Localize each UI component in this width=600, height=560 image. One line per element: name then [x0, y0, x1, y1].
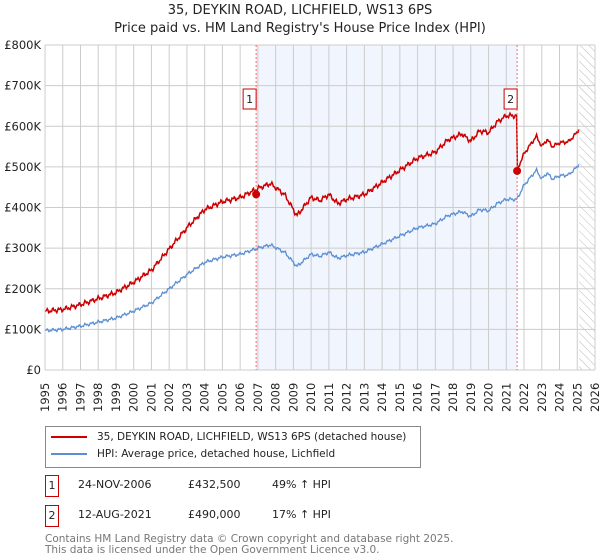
x-tick-label: 2008 — [269, 383, 283, 412]
chart: 1995 1996 1997 1998 1999 2000 2001 2002 2003 2004… — [4, 38, 600, 412]
y-tick-label: £200K — [4, 282, 41, 296]
property-price-line — [44, 111, 580, 315]
footer-line: Contains HM Land Registry data © Crown c… — [45, 533, 454, 545]
sale-badge — [503, 88, 518, 110]
transaction-date: 12-AUG-2021 — [78, 508, 152, 521]
transaction-date: 24-NOV-2006 — [78, 478, 152, 491]
x-tick-label: 2015 — [393, 383, 407, 412]
y-tick-label: £500K — [4, 160, 41, 174]
marker-badge: 1 — [45, 475, 59, 497]
x-tick-label: 2011 — [322, 383, 336, 412]
x-tick-label: 2002 — [162, 383, 176, 412]
legend-item-hpi: HPI: Average price, detached house, Lich… — [51, 448, 335, 460]
transaction-price: £490,000 — [188, 508, 241, 521]
footer: Contains HM Land Registry data © Crown c… — [45, 534, 453, 556]
x-tick-label: 2013 — [357, 383, 371, 412]
footer-line: This data is licensed under the Open Gov… — [45, 544, 380, 556]
x-tick-label: 2003 — [180, 383, 194, 412]
x-tick-label: 1995 — [38, 383, 52, 412]
x-tick-label: 1999 — [109, 383, 123, 412]
y-tick-label: £600K — [4, 119, 41, 133]
x-tick-label: 2012 — [340, 383, 354, 412]
legend-label: HPI: Average price, detached house, Lich… — [97, 448, 336, 460]
chart-subtitle: Price paid vs. HM Land Registry's House … — [114, 21, 486, 36]
legend-item-property: 35, DEYKIN ROAD, LICHFIELD, WS13 6PS (de… — [51, 431, 406, 443]
transaction-hpi: 17% ↑ HPI — [272, 508, 331, 521]
x-tick-label: 2024 — [553, 383, 567, 412]
x-tick-label: 2019 — [464, 383, 478, 412]
y-tick-label: £0 — [26, 363, 41, 377]
transaction-hpi: 49% ↑ HPI — [272, 478, 331, 491]
x-tick-label: 1996 — [56, 383, 70, 412]
x-tick-label: 2005 — [215, 383, 229, 412]
y-tick-label: £300K — [4, 241, 41, 255]
sale-point — [252, 190, 261, 199]
x-tick-label: 2018 — [446, 383, 460, 412]
sale-badge — [242, 88, 257, 110]
x-tick-label: 1998 — [91, 383, 105, 412]
x-tick-label: 1997 — [73, 383, 87, 412]
y-tick-label: £700K — [4, 79, 41, 93]
x-tick-label: 2026 — [588, 383, 600, 412]
hpi-line — [44, 164, 580, 333]
y-tick-label: £100K — [4, 322, 41, 336]
x-tick-label: 2010 — [304, 383, 318, 412]
sale-point — [513, 166, 522, 175]
transaction-price: £432,500 — [188, 478, 241, 491]
x-tick-label: 2016 — [411, 383, 425, 412]
sale-badge-label: 1 — [246, 93, 253, 106]
x-tick-label: 2007 — [251, 383, 265, 412]
legend: 35, DEYKIN ROAD, LICHFIELD, WS13 6PS (de… — [45, 426, 421, 468]
sale-badge-label: 2 — [507, 93, 514, 106]
x-tick-label: 2023 — [535, 383, 549, 412]
y-tick-label: £400K — [4, 201, 41, 215]
x-tick-label: 2025 — [570, 383, 584, 412]
x-tick-label: 2004 — [198, 383, 212, 412]
x-tick-label: 2014 — [375, 383, 389, 412]
x-tick-label: 2001 — [144, 383, 158, 412]
x-tick-label: 2021 — [499, 383, 513, 412]
x-tick-label: 2009 — [286, 383, 300, 412]
marker-badge: 2 — [45, 505, 59, 527]
y-tick-label: £800K — [4, 38, 41, 52]
x-tick-label: 2006 — [233, 383, 247, 412]
chart-title: 35, DEYKIN ROAD, LICHFIELD, WS13 6PS — [167, 3, 433, 18]
x-tick-label: 2022 — [517, 383, 531, 412]
x-tick-label: 2000 — [127, 383, 141, 412]
x-tick-label: 2020 — [482, 383, 496, 412]
legend-label: 35, DEYKIN ROAD, LICHFIELD, WS13 6PS (de… — [97, 431, 407, 443]
x-tick-label: 2017 — [428, 383, 442, 412]
